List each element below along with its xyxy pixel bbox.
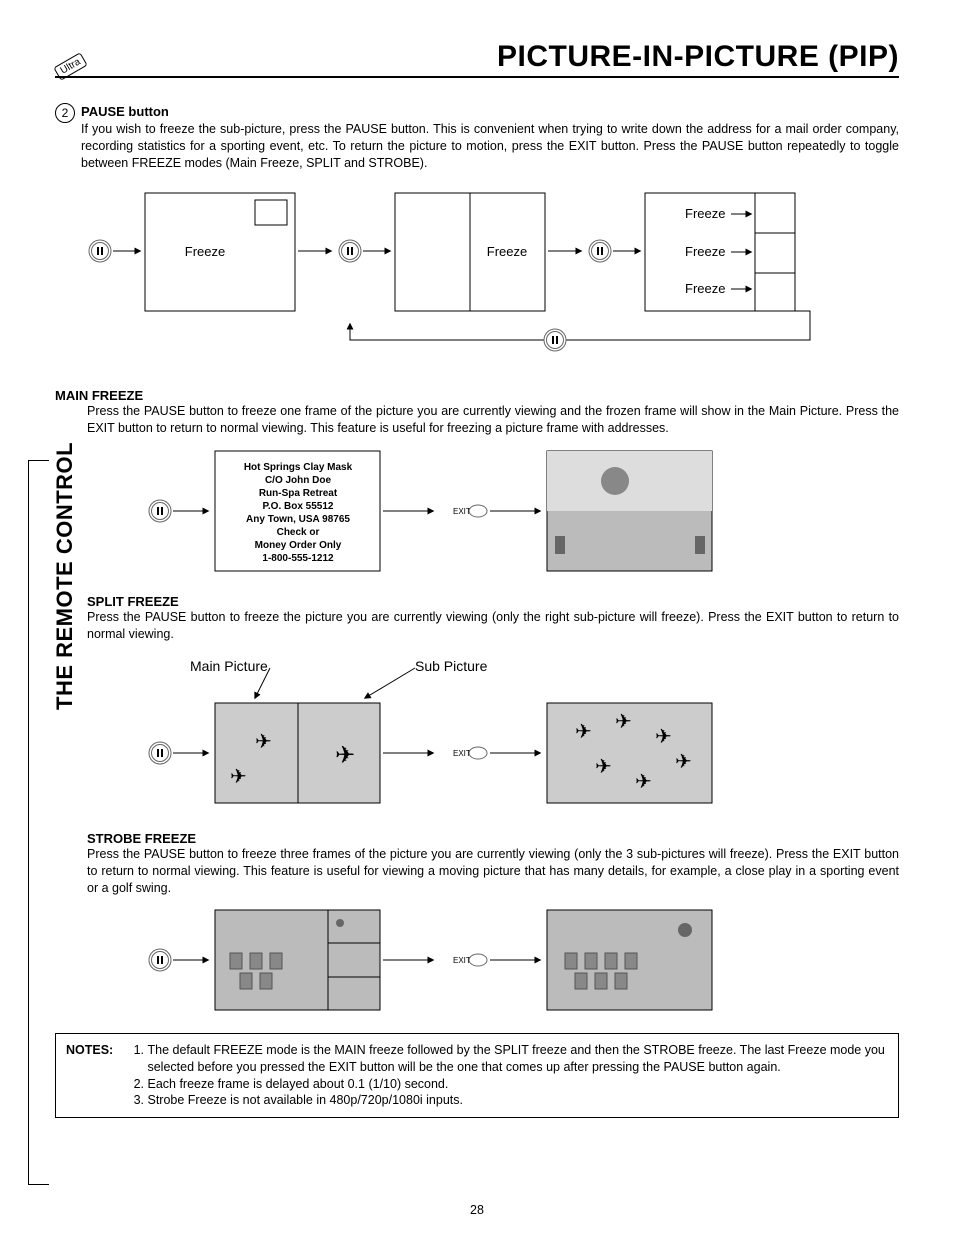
svg-text:✈: ✈ — [595, 756, 612, 778]
svg-text:Freeze: Freeze — [685, 244, 725, 259]
svg-text:✈: ✈ — [615, 711, 632, 733]
split-freeze-diagram: Main Picture Sub Picture ✈✈ ✈ EXIT — [55, 653, 899, 813]
title-rule — [55, 76, 899, 78]
svg-text:✈: ✈ — [675, 751, 692, 773]
pause-button-heading: PAUSE button — [81, 104, 169, 119]
pause-button-text: If you wish to freeze the sub-picture, p… — [81, 121, 899, 172]
svg-text:Run-Spa Retreat: Run-Spa Retreat — [259, 488, 338, 499]
svg-text:Any Town, USA 98765: Any Town, USA 98765 — [246, 514, 350, 525]
svg-text:Freeze: Freeze — [185, 244, 225, 259]
svg-text:EXIT: EXIT — [453, 956, 471, 965]
main-freeze-heading: MAIN FREEZE — [55, 388, 899, 403]
main-freeze-diagram: Hot Springs Clay Mask C/O John Doe Run-S… — [55, 446, 899, 576]
svg-text:P.O. Box 55512: P.O. Box 55512 — [263, 501, 334, 512]
note-item: Each freeze frame is delayed about 0.1 (… — [147, 1076, 887, 1093]
notes-box: NOTES: The default FREEZE mode is the MA… — [55, 1033, 899, 1119]
svg-text:1-800-555-1212: 1-800-555-1212 — [262, 553, 334, 564]
page-number: 28 — [0, 1203, 954, 1217]
note-item: Strobe Freeze is not available in 480p/7… — [147, 1092, 887, 1109]
svg-text:✈: ✈ — [255, 731, 272, 753]
split-freeze-text: Press the PAUSE button to freeze the pic… — [87, 609, 899, 643]
step-number-2: 2 — [55, 103, 75, 123]
side-tab: THE REMOTE CONTROL — [52, 192, 78, 460]
svg-text:C/O John Doe: C/O John Doe — [265, 475, 332, 486]
freeze-cycle-diagram: Freeze Freeze Freeze Freeze Freeze — [55, 188, 899, 358]
svg-text:Sub Picture: Sub Picture — [415, 658, 488, 674]
notes-label: NOTES: — [66, 1042, 126, 1059]
svg-text:EXIT: EXIT — [453, 507, 471, 516]
svg-text:✈: ✈ — [230, 766, 247, 788]
svg-text:✈: ✈ — [635, 771, 652, 793]
strobe-freeze-diagram: EXIT — [55, 905, 899, 1015]
svg-text:Freeze: Freeze — [487, 244, 527, 259]
svg-text:Freeze: Freeze — [685, 281, 725, 296]
svg-text:Check or: Check or — [277, 527, 320, 538]
svg-text:Freeze: Freeze — [685, 206, 725, 221]
svg-text:Main Picture: Main Picture — [190, 658, 268, 674]
strobe-freeze-text: Press the PAUSE button to freeze three f… — [87, 846, 899, 897]
svg-text:Money Order Only: Money Order Only — [255, 540, 342, 551]
page-title: PICTURE-IN-PICTURE (PIP) — [497, 40, 899, 74]
svg-text:✈: ✈ — [575, 721, 592, 743]
svg-text:✈: ✈ — [335, 742, 355, 769]
svg-text:Hot Springs Clay Mask: Hot Springs Clay Mask — [244, 462, 353, 473]
side-bracket — [28, 460, 49, 1185]
strobe-freeze-heading: STROBE FREEZE — [87, 831, 899, 846]
split-freeze-heading: SPLIT FREEZE — [87, 594, 899, 609]
main-freeze-text: Press the PAUSE button to freeze one fra… — [87, 403, 899, 437]
svg-text:EXIT: EXIT — [453, 749, 471, 758]
svg-text:✈: ✈ — [655, 726, 672, 748]
note-item: The default FREEZE mode is the MAIN free… — [147, 1042, 887, 1076]
